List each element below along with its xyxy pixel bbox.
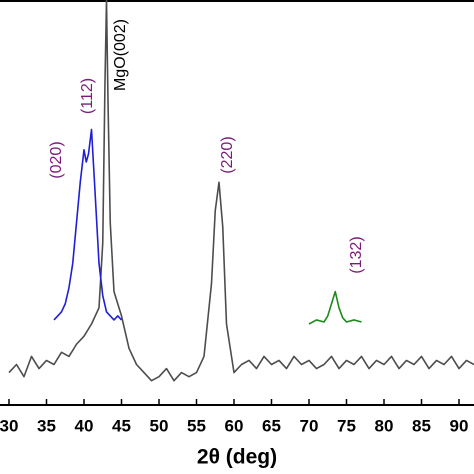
x-tick-label: 75 — [337, 416, 356, 435]
x-tick-label: 65 — [262, 416, 281, 435]
peak-label: (220) — [219, 136, 236, 173]
x-tick-label: 60 — [225, 416, 244, 435]
x-tick-label: 50 — [150, 416, 169, 435]
xrd-curve — [53, 128, 123, 321]
x-tick-label: 90 — [450, 416, 469, 435]
xrd-curve — [8, 0, 474, 382]
x-tick-label: 80 — [375, 416, 394, 435]
x-tick-label: 55 — [187, 416, 206, 435]
x-tick-label: 40 — [75, 416, 94, 435]
peak-label: (132) — [348, 236, 365, 273]
x-tick-label: 45 — [112, 416, 131, 435]
x-tick-label: 30 — [0, 416, 18, 435]
peak-label: (112) — [79, 78, 96, 114]
x-axis-label: 2θ (deg) — [197, 446, 277, 469]
x-tick-label: 35 — [37, 416, 56, 435]
peak-label: MgO(002) — [112, 19, 129, 91]
x-tick-label: 85 — [412, 416, 431, 435]
xrd-curve — [308, 290, 362, 325]
x-tick-label: 70 — [300, 416, 319, 435]
peak-label: (020) — [48, 141, 65, 178]
